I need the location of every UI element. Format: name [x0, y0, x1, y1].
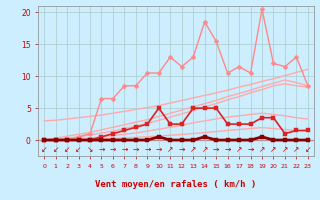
X-axis label: Vent moyen/en rafales ( km/h ): Vent moyen/en rafales ( km/h )	[95, 180, 257, 189]
Text: ↙: ↙	[305, 145, 311, 154]
Text: ↗: ↗	[270, 145, 277, 154]
Text: →: →	[156, 145, 162, 154]
Text: →: →	[224, 145, 231, 154]
Text: →: →	[110, 145, 116, 154]
Text: ↙: ↙	[64, 145, 70, 154]
Text: →: →	[98, 145, 105, 154]
Text: →: →	[179, 145, 185, 154]
Text: →: →	[213, 145, 219, 154]
Text: ↘: ↘	[87, 145, 93, 154]
Text: →: →	[144, 145, 150, 154]
Text: ↗: ↗	[236, 145, 242, 154]
Text: →: →	[247, 145, 254, 154]
Text: ↗: ↗	[282, 145, 288, 154]
Text: ↗: ↗	[190, 145, 196, 154]
Text: ↗: ↗	[167, 145, 173, 154]
Text: ↙: ↙	[41, 145, 47, 154]
Text: ↗: ↗	[293, 145, 300, 154]
Text: →: →	[133, 145, 139, 154]
Text: →: →	[121, 145, 128, 154]
Text: ↗: ↗	[202, 145, 208, 154]
Text: ↙: ↙	[75, 145, 82, 154]
Text: ↗: ↗	[259, 145, 265, 154]
Text: ↙: ↙	[52, 145, 59, 154]
